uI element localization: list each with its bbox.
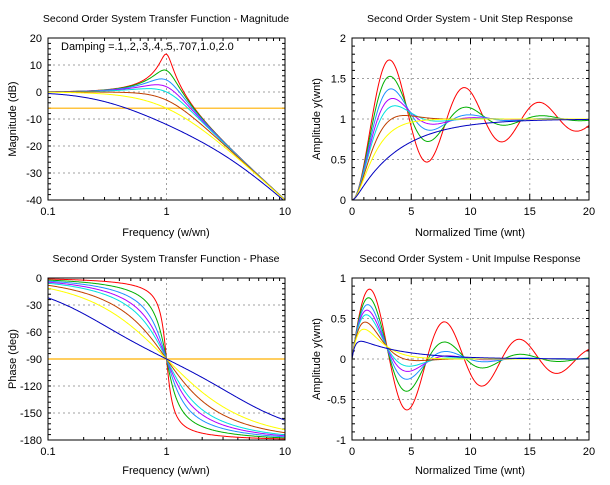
y-tick-label: 0 [36, 273, 42, 285]
plot-frame [351, 37, 590, 201]
series-line-damping-2 [48, 93, 284, 200]
x-tick-label: 20 [583, 446, 595, 458]
x-tick-label: 10 [279, 206, 291, 218]
series-line-damping-2 [48, 297, 285, 421]
impulse-xlabel: Normalized Time (wnt) [415, 465, 525, 477]
series-line-damping-0.1 [48, 53, 285, 200]
series-line-damping-2 [352, 118, 589, 200]
series-line-damping-0.707 [48, 91, 285, 200]
phase-plot: 0.1 1 10 0 -30 -60 -90 -120 -150 -180 [20, 273, 291, 458]
series-line-damping-0.1 [352, 288, 589, 411]
x-tick-label: 1 [163, 206, 169, 218]
y-tick-label: -0.5 [327, 395, 346, 407]
x-tick-label: 1 [163, 446, 169, 458]
x-tick-label: 5 [408, 206, 414, 218]
y-tick-label: 0 [36, 87, 42, 99]
impulse-ylabel: Amplitude y(wnt) [311, 318, 323, 400]
y-tick-label: -1 [336, 435, 346, 447]
series-line-damping-2 [352, 340, 589, 360]
y-tick-label: 1 [340, 114, 346, 126]
x-tick-label: 0 [349, 446, 355, 458]
plot-frame [47, 37, 286, 201]
series-line-damping-0.1 [352, 59, 589, 200]
y-tick-label: -30 [26, 168, 42, 180]
step-plot: 0 5 10 15 20 2 1.5 1 0.5 0 [331, 33, 595, 218]
x-tick-label: 15 [524, 206, 536, 218]
impulse-title: Second Order System - Unit Impulse Respo… [359, 253, 580, 265]
phase-title: Second Order System Transfer Function - … [52, 253, 279, 265]
y-tick-label: 2 [340, 33, 346, 45]
y-tick-label: 0 [340, 354, 346, 366]
series-line-damping-1 [48, 91, 285, 200]
y-tick-label: 1 [340, 273, 346, 285]
impulse-plot: 0 5 10 15 20 1 0.5 0 -0.5 -1 [327, 273, 595, 458]
magnitude-plot: 0.1 1 10 20 10 0 -10 -20 -30 -40 [26, 33, 291, 218]
y-tick-label: -10 [26, 114, 42, 126]
series-line-damping-1 [352, 118, 589, 200]
series-line-damping-0.2 [352, 297, 589, 392]
y-tick-label: 1.5 [331, 74, 346, 86]
x-tick-label: 0.1 [40, 206, 55, 218]
x-tick-label: 20 [583, 206, 595, 218]
y-tick-label: -180 [20, 435, 42, 447]
y-tick-label: -60 [26, 327, 42, 339]
series-line-damping-0.4 [48, 84, 285, 200]
x-tick-label: 0 [349, 206, 355, 218]
x-tick-label: 15 [524, 446, 536, 458]
plot-frame [351, 277, 590, 441]
y-tick-label: -40 [26, 195, 42, 207]
y-tick-label: -20 [26, 141, 42, 153]
step-ylabel: Amplitude y(wnt) [311, 78, 323, 160]
y-tick-label: 0.5 [331, 155, 346, 167]
y-tick-label: 0 [340, 195, 346, 207]
y-tick-label: 20 [30, 33, 42, 45]
y-tick-label: 10 [30, 60, 42, 72]
phase-xlabel: Frequency (w/wn) [122, 465, 209, 477]
x-tick-label: 5 [408, 446, 414, 458]
damping-annotation: Damping =.1,.2,.3,.4,.5,.707,1.0,2.0 [61, 41, 234, 53]
x-tick-label: 10 [464, 206, 476, 218]
y-tick-label: -120 [20, 381, 42, 393]
magnitude-title: Second Order System Transfer Function - … [43, 13, 289, 25]
step-title: Second Order System - Unit Step Response [367, 13, 573, 25]
y-tick-label: 0.5 [331, 314, 346, 326]
y-tick-label: -90 [26, 354, 42, 366]
magnitude-xlabel: Frequency (w/wn) [122, 227, 209, 239]
phase-ylabel: Phase (deg) [7, 329, 19, 389]
x-tick-label: 10 [279, 446, 291, 458]
y-tick-label: -150 [20, 408, 42, 420]
x-tick-label: 10 [464, 446, 476, 458]
y-tick-label: -30 [26, 300, 42, 312]
plot-frame [47, 277, 286, 441]
series-line-damping-0.2 [352, 75, 589, 200]
magnitude-ylabel: Magnitude (dB) [7, 81, 19, 156]
x-tick-label: 0.1 [40, 446, 55, 458]
step-xlabel: Normalized Time (wnt) [415, 227, 525, 239]
